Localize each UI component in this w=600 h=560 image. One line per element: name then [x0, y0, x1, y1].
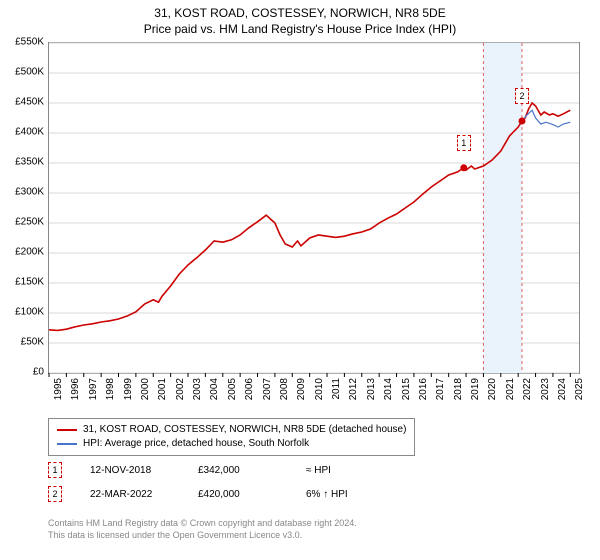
x-tick-label: 2015: [401, 378, 412, 418]
legend-row: 31, KOST ROAD, COSTESSEY, NORWICH, NR8 5…: [57, 423, 406, 437]
legend-swatch: [57, 429, 77, 431]
legend-row: HPI: Average price, detached house, Sout…: [57, 437, 406, 451]
legend: 31, KOST ROAD, COSTESSEY, NORWICH, NR8 5…: [48, 418, 415, 456]
x-tick-label: 2012: [348, 378, 359, 418]
footer-line1: Contains HM Land Registry data © Crown c…: [48, 518, 357, 530]
x-tick-label: 1996: [70, 378, 81, 418]
y-tick-label: £550K: [4, 37, 44, 48]
x-tick-label: 1999: [123, 378, 134, 418]
y-tick-label: £150K: [4, 277, 44, 288]
sale-row-marker: 1: [48, 462, 62, 478]
x-tick-label: 2025: [574, 378, 585, 418]
x-tick-label: 2011: [331, 378, 342, 418]
sale-price: £420,000: [198, 489, 278, 500]
x-tick-label: 2001: [157, 378, 168, 418]
y-tick-label: £450K: [4, 97, 44, 108]
y-tick-label: £250K: [4, 217, 44, 228]
y-tick-label: £300K: [4, 187, 44, 198]
x-tick-label: 2007: [262, 378, 273, 418]
x-tick-label: 2003: [192, 378, 203, 418]
x-tick-label: 2002: [175, 378, 186, 418]
plot-area: [48, 42, 580, 374]
y-tick-label: £500K: [4, 67, 44, 78]
y-tick-label: £100K: [4, 307, 44, 318]
x-tick-label: 2010: [314, 378, 325, 418]
chart-subtitle: Price paid vs. HM Land Registry's House …: [0, 22, 600, 40]
x-tick-label: 2000: [140, 378, 151, 418]
legend-swatch: [57, 443, 77, 445]
x-tick-label: 2017: [435, 378, 446, 418]
sale-row-marker: 2: [48, 486, 62, 502]
footer-line2: This data is licensed under the Open Gov…: [48, 530, 357, 542]
chart-title: 31, KOST ROAD, COSTESSEY, NORWICH, NR8 5…: [0, 0, 600, 22]
sale-table: 1 12-NOV-2018 £342,000 ≈ HPI 2 22-MAR-2022 £42…: [48, 462, 386, 510]
sale-marker-1: 1: [457, 135, 471, 151]
sale-date: 22-MAR-2022: [90, 489, 170, 500]
x-tick-label: 2004: [209, 378, 220, 418]
x-tick-label: 2008: [279, 378, 290, 418]
sale-note: ≈ HPI: [306, 465, 386, 476]
footer-attribution: Contains HM Land Registry data © Crown c…: [48, 518, 357, 541]
x-tick-label: 2022: [522, 378, 533, 418]
x-tick-label: 2006: [244, 378, 255, 418]
y-tick-label: £50K: [4, 337, 44, 348]
x-tick-label: 1995: [53, 378, 64, 418]
x-tick-label: 2014: [383, 378, 394, 418]
x-tick-label: 1998: [105, 378, 116, 418]
sale-row: 2 22-MAR-2022 £420,000 6% ↑ HPI: [48, 486, 386, 502]
y-tick-label: £400K: [4, 127, 44, 138]
x-tick-label: 1997: [88, 378, 99, 418]
x-tick-label: 2016: [418, 378, 429, 418]
legend-label: HPI: Average price, detached house, Sout…: [83, 437, 309, 451]
x-tick-label: 2021: [505, 378, 516, 418]
x-tick-label: 2013: [366, 378, 377, 418]
sale-price: £342,000: [198, 465, 278, 476]
x-tick-label: 2020: [487, 378, 498, 418]
y-tick-label: £350K: [4, 157, 44, 168]
sale-marker-2: 2: [515, 88, 529, 104]
x-tick-label: 2023: [540, 378, 551, 418]
x-tick-label: 2024: [557, 378, 568, 418]
x-tick-label: 2005: [227, 378, 238, 418]
x-tick-label: 2019: [470, 378, 481, 418]
y-tick-label: £0: [4, 367, 44, 378]
chart-container: 31, KOST ROAD, COSTESSEY, NORWICH, NR8 5…: [0, 0, 600, 560]
sale-date: 12-NOV-2018: [90, 465, 170, 476]
sale-note: 6% ↑ HPI: [306, 489, 386, 500]
x-tick-label: 2009: [296, 378, 307, 418]
y-tick-label: £200K: [4, 247, 44, 258]
plot-svg: [49, 43, 579, 373]
x-tick-label: 2018: [453, 378, 464, 418]
sale-row: 1 12-NOV-2018 £342,000 ≈ HPI: [48, 462, 386, 478]
legend-label: 31, KOST ROAD, COSTESSEY, NORWICH, NR8 5…: [83, 423, 406, 437]
